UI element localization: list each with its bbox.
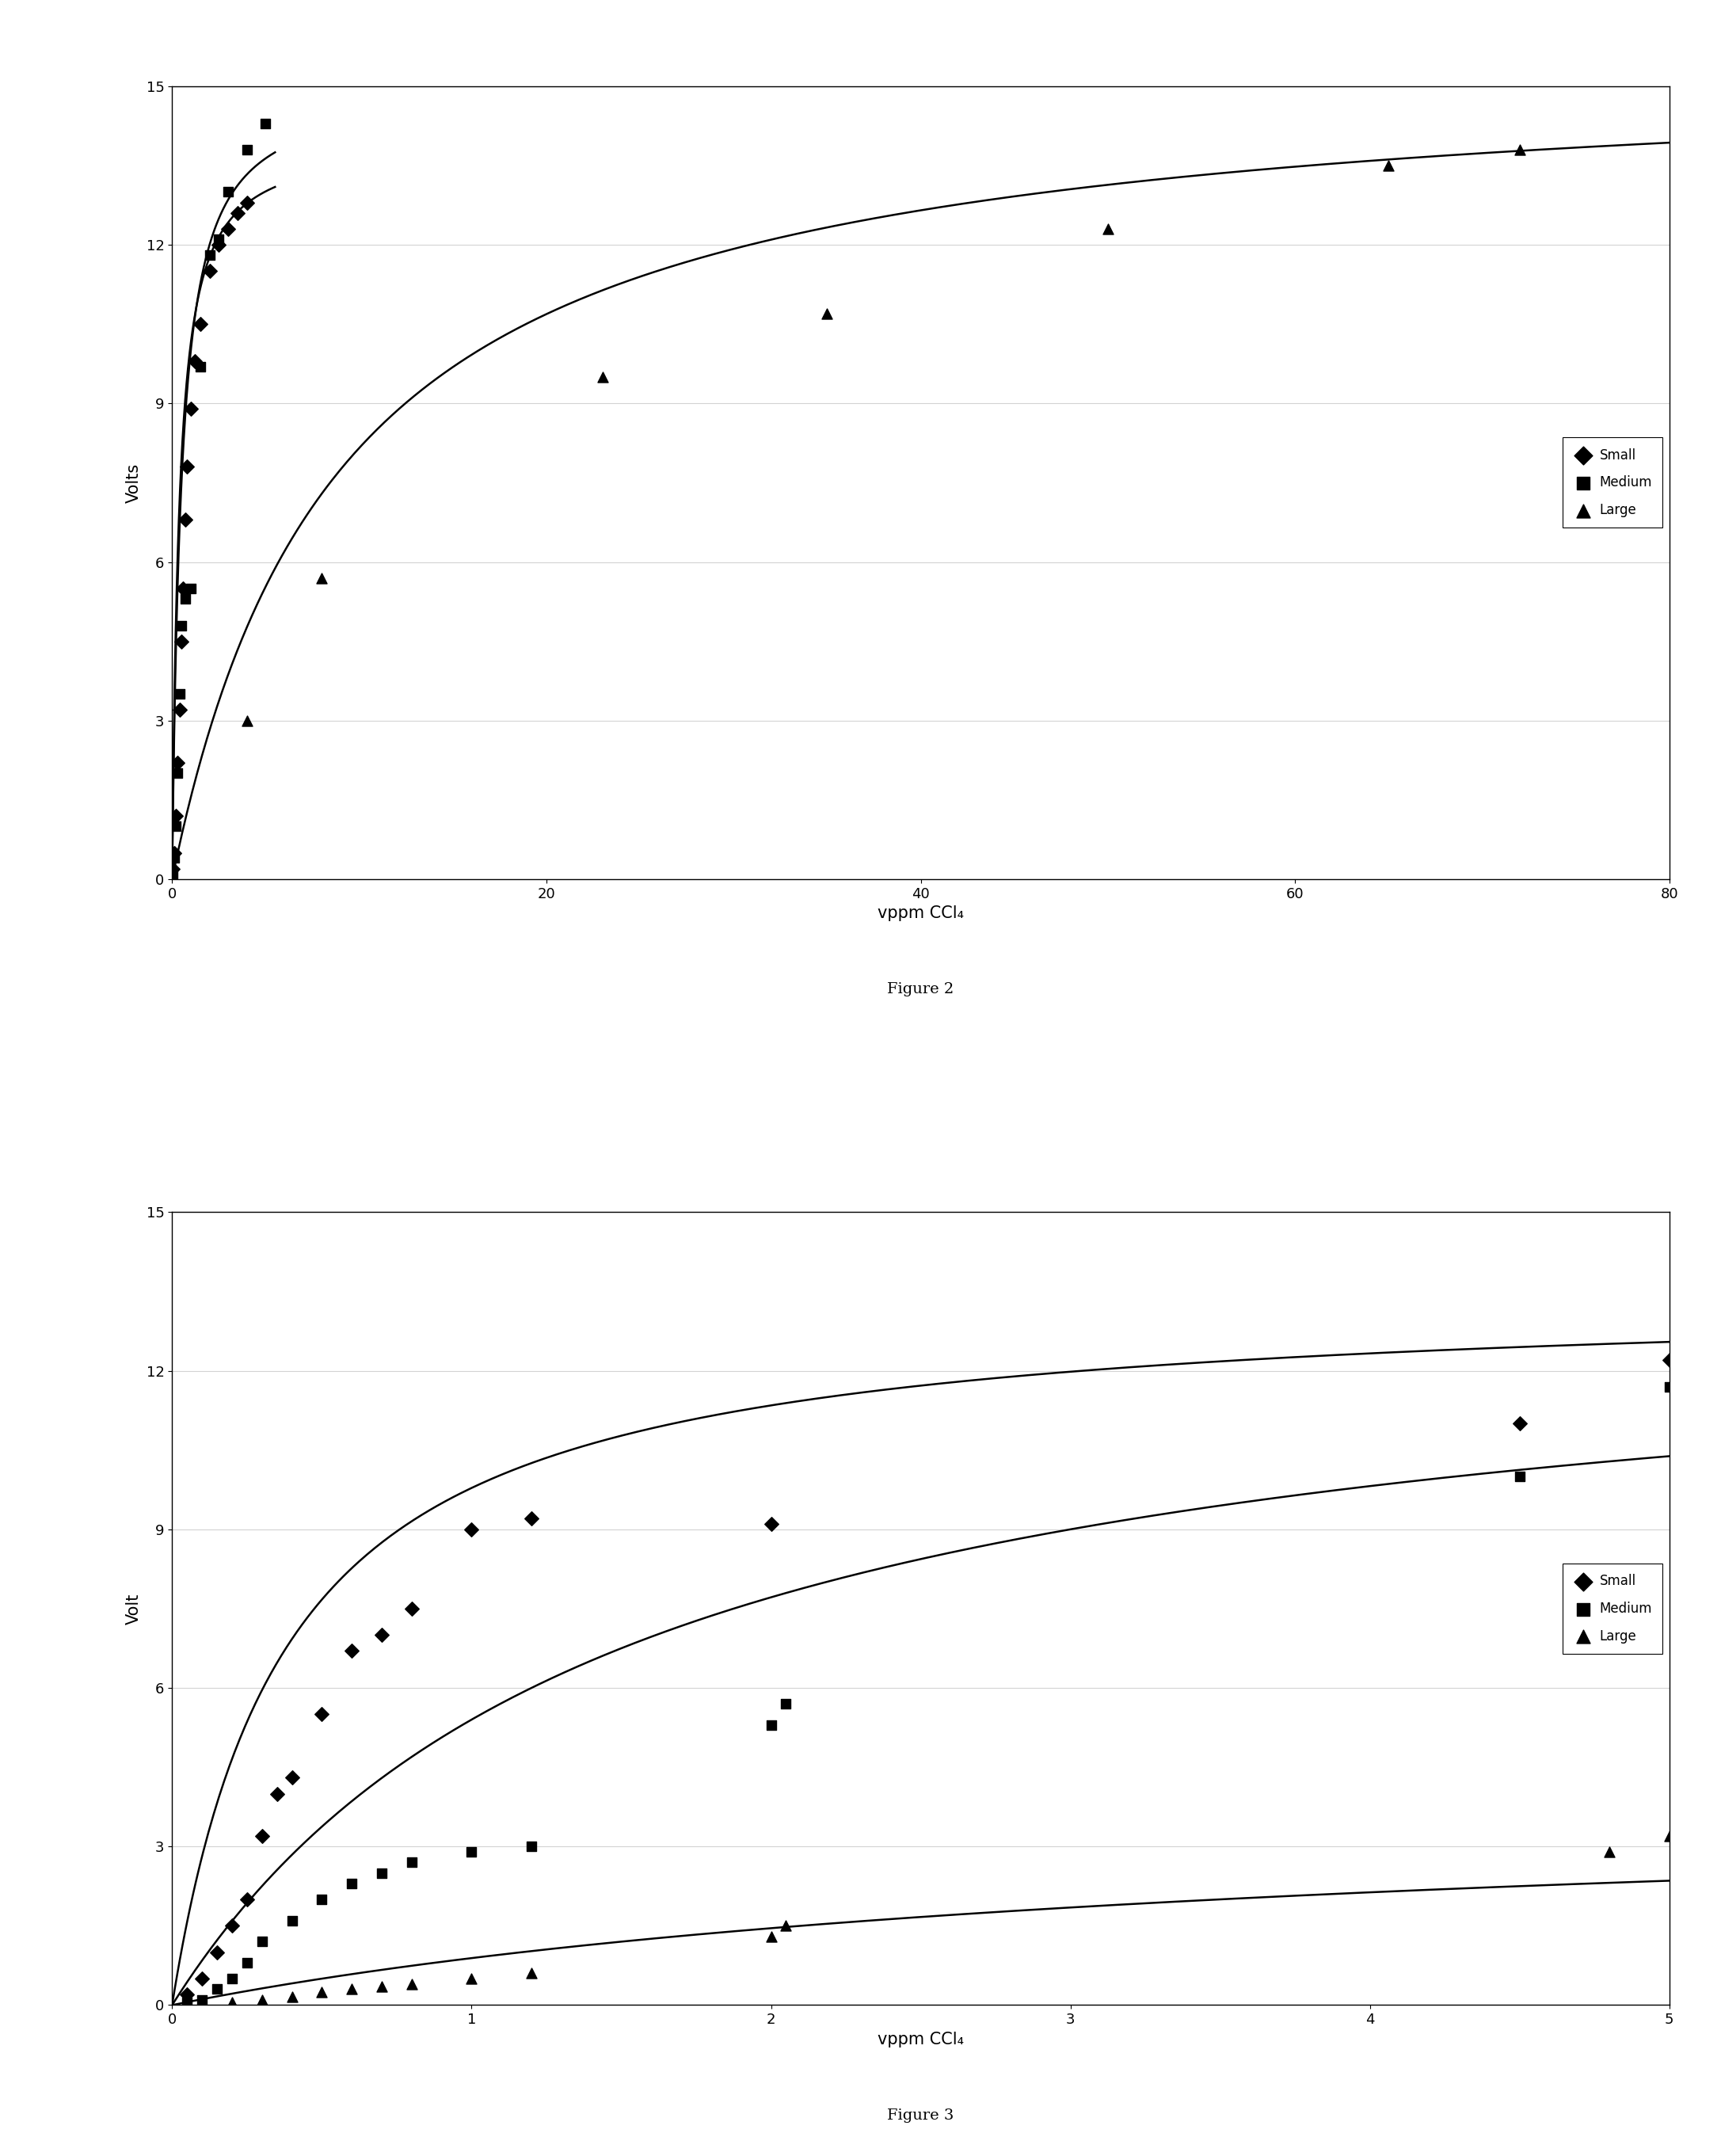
Medium: [234, 132, 262, 166]
Small: [219, 1908, 246, 1943]
Medium: [398, 1846, 425, 1880]
Medium: [279, 1904, 306, 1938]
Medium: [458, 1835, 485, 1869]
Small: [160, 837, 188, 871]
Medium: [167, 608, 194, 642]
Small: [162, 798, 189, 832]
Large: [814, 295, 842, 330]
Small: [1506, 1406, 1533, 1440]
Medium: [518, 1828, 546, 1863]
Medium: [177, 571, 205, 606]
Medium: [773, 1686, 800, 1720]
Medium: [172, 582, 200, 617]
Small: [368, 1617, 396, 1651]
Large: [234, 703, 262, 737]
Medium: [163, 757, 191, 791]
Small: [518, 1501, 546, 1535]
Large: [1506, 132, 1533, 166]
Y-axis label: Volt: Volt: [126, 1593, 141, 1623]
Medium: [160, 841, 188, 875]
Large: [219, 1986, 246, 2020]
Small: [163, 746, 191, 780]
Medium: [188, 1984, 215, 2018]
Large: [368, 1968, 396, 2003]
Medium: [251, 106, 279, 140]
Small: [203, 1934, 231, 1968]
Small: [172, 502, 200, 537]
Medium: [162, 808, 189, 843]
Medium: [1506, 1460, 1533, 1494]
Legend: Small, Medium, Large: Small, Medium, Large: [1563, 1563, 1662, 1654]
Legend: Small, Medium, Large: Small, Medium, Large: [1563, 438, 1662, 528]
Small: [458, 1511, 485, 1546]
Small: [177, 392, 205, 427]
Small: [188, 1962, 215, 1996]
Large: [1095, 211, 1122, 246]
Small: [234, 1882, 262, 1917]
Large: [337, 1973, 365, 2007]
Large: [308, 1975, 336, 2009]
Large: [1595, 1835, 1623, 1869]
Large: [589, 360, 616, 395]
Small: [757, 1507, 785, 1542]
Medium: [186, 349, 213, 384]
Small: [174, 1977, 201, 2012]
Large: [1375, 149, 1403, 183]
Small: [398, 1591, 425, 1626]
Medium: [215, 175, 243, 209]
Small: [170, 571, 198, 606]
Small: [181, 343, 208, 377]
Small: [248, 1820, 275, 1854]
Small: [308, 1697, 336, 1731]
X-axis label: vppm CCl₄: vppm CCl₄: [878, 906, 964, 921]
Small: [160, 852, 188, 886]
Medium: [196, 237, 224, 272]
Small: [224, 196, 251, 231]
Small: [279, 1761, 306, 1796]
Small: [215, 211, 243, 246]
Small: [234, 185, 262, 220]
X-axis label: vppm CCl₄: vppm CCl₄: [878, 2031, 964, 2048]
Large: [248, 1984, 275, 2018]
Text: Figure 3: Figure 3: [888, 2109, 953, 2122]
Small: [186, 306, 213, 341]
Medium: [203, 1973, 231, 2007]
Large: [308, 561, 336, 595]
Small: [167, 623, 194, 658]
Medium: [234, 1945, 262, 1979]
Small: [1656, 1343, 1683, 1378]
Large: [279, 1979, 306, 2014]
Medium: [165, 677, 193, 711]
Large: [773, 1908, 800, 1943]
Large: [188, 1988, 215, 2022]
Text: Figure 2: Figure 2: [888, 983, 953, 996]
Small: [165, 692, 193, 727]
Medium: [174, 1986, 201, 2020]
Small: [263, 1777, 291, 1811]
Medium: [248, 1925, 275, 1960]
Y-axis label: Volts: Volts: [126, 464, 141, 502]
Medium: [368, 1856, 396, 1891]
Large: [518, 1955, 546, 1990]
Large: [757, 1919, 785, 1953]
Medium: [205, 222, 232, 257]
Large: [458, 1962, 485, 1996]
Medium: [757, 1708, 785, 1742]
Small: [196, 254, 224, 289]
Large: [1656, 1820, 1683, 1854]
Medium: [160, 856, 188, 890]
Small: [205, 229, 232, 263]
Medium: [308, 1882, 336, 1917]
Large: [398, 1966, 425, 2001]
Small: [337, 1634, 365, 1669]
Medium: [337, 1867, 365, 1902]
Medium: [1656, 1369, 1683, 1404]
Small: [174, 451, 201, 485]
Medium: [219, 1962, 246, 1996]
